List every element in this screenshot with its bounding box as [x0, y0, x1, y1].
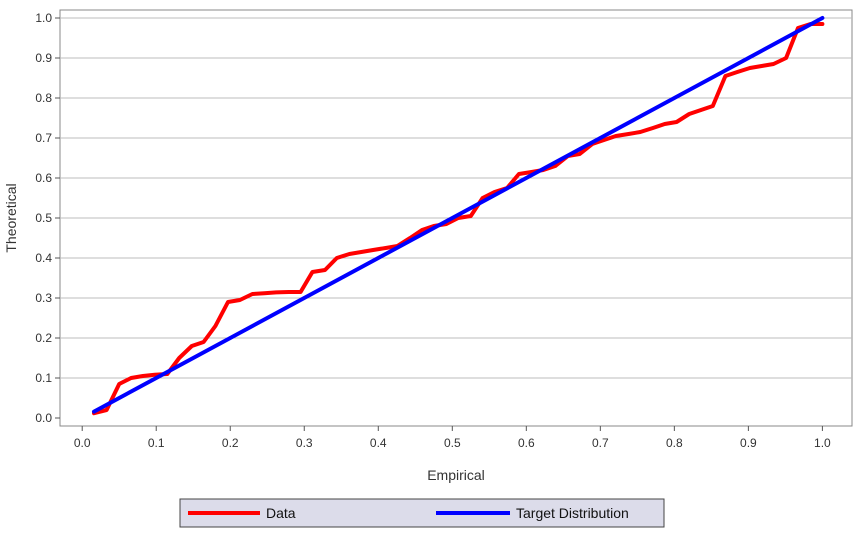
legend-label-target-distribution: Target Distribution: [516, 505, 629, 521]
y-axis: 0.0 0.1 0.2 0.3 0.4 0.5 0.6 0.7 0.8 0.9 1.0: [35, 11, 60, 425]
y-axis-label: Theoretical: [3, 183, 19, 252]
legend-box: [179, 498, 665, 528]
y-tick-label: 0.7: [35, 131, 52, 145]
x-tick-label: 0.2: [222, 436, 239, 450]
y-tick-label: 0.4: [35, 251, 52, 265]
y-tick-label: 0.9: [35, 51, 52, 65]
y-tick-label: 1.0: [35, 11, 52, 25]
x-axis: 0.0 0.1 0.2 0.3 0.4 0.5 0.6 0.7 0.8 0.9 1.0: [74, 426, 831, 450]
x-tick-label: 0.9: [740, 436, 757, 450]
data-series-line: [92, 22, 825, 416]
x-tick-label: 0.8: [666, 436, 683, 450]
target-distribution-line: [92, 16, 825, 414]
y-tick-label: 0.0: [35, 411, 52, 425]
series-layer: [92, 16, 825, 416]
y-tick-label: 0.5: [35, 211, 52, 225]
y-tick-label: 0.6: [35, 171, 52, 185]
x-tick-label: 0.3: [296, 436, 313, 450]
y-tick-label: 0.2: [35, 331, 52, 345]
y-tick-label: 0.8: [35, 91, 52, 105]
x-tick-label: 0.7: [592, 436, 609, 450]
x-tick-label: 0.5: [444, 436, 461, 450]
legend: Data Target Distribution: [179, 498, 665, 528]
x-tick-label: 0.4: [370, 436, 387, 450]
x-tick-label: 1.0: [814, 436, 831, 450]
gridlines: [60, 17, 852, 379]
y-tick-label: 0.1: [35, 371, 52, 385]
x-tick-label: 0.6: [518, 436, 535, 450]
x-axis-label: Empirical: [427, 467, 485, 483]
x-tick-label: 0.0: [74, 436, 91, 450]
y-tick-label: 0.3: [35, 291, 52, 305]
x-tick-label: 0.1: [148, 436, 165, 450]
legend-label-data: Data: [266, 505, 296, 521]
